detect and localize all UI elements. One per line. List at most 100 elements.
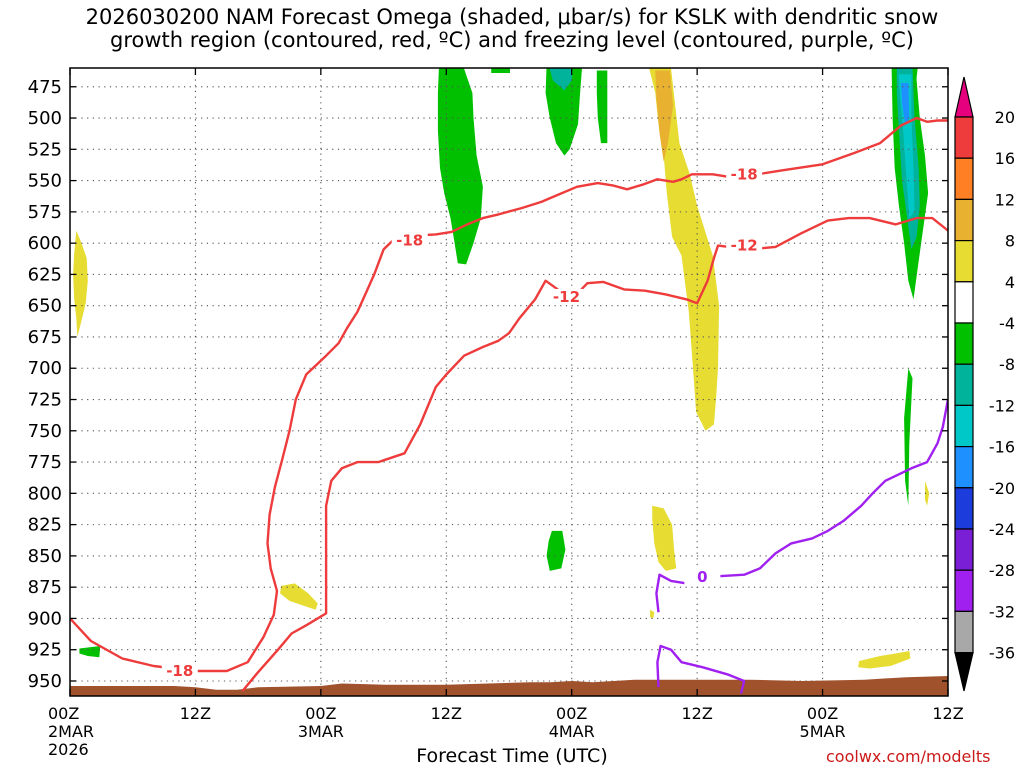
colorbar-segment	[954, 446, 974, 489]
shade-rising-weak-7	[925, 480, 930, 506]
colorbar-segment	[954, 76, 974, 118]
y-tick-label: 775	[28, 452, 62, 473]
x-tick-label: 2MAR	[48, 722, 94, 741]
y-tick-label: 575	[28, 202, 62, 223]
chart-title-line-1: 2026030200 NAM Forecast Omega (shaded, μ…	[85, 5, 939, 29]
y-tick-label: 625	[28, 264, 62, 285]
terrain-surface	[70, 676, 948, 696]
contour-line	[70, 116, 948, 673]
shade-sinking-moderate-1	[549, 68, 573, 91]
colorbar-label: -12	[989, 396, 1015, 415]
shade-sinking-weak-6	[79, 646, 101, 658]
colorbar-segment	[954, 404, 974, 448]
y-tick-label: 950	[28, 671, 62, 692]
colorbar-label: -32	[989, 602, 1015, 621]
x-tick-label: 12Z	[431, 704, 462, 723]
contour-freezing-level: 0	[655, 399, 948, 694]
contour-label-bg	[548, 288, 585, 305]
contour-label: 0	[697, 568, 707, 586]
colorbar-label: -8	[999, 355, 1015, 374]
colorbar-segment	[954, 610, 974, 654]
x-tick-label: 00Z	[807, 704, 838, 723]
y-tick-label: 750	[28, 421, 62, 442]
colorbar-label: -20	[989, 479, 1015, 498]
shade-sinking-very-strong	[901, 83, 910, 125]
shade-rising-weak-2	[280, 583, 318, 610]
contour-dgz-18: -18 -18 -18	[70, 116, 948, 680]
x-tick-label: 00Z	[48, 704, 79, 723]
y-tick-label: 700	[28, 358, 62, 379]
x-tick-label: 00Z	[556, 704, 587, 723]
contour-dgz-12: -12 -12	[241, 216, 948, 692]
shade-rising-weak-1	[73, 230, 88, 337]
x-tick-label: 4MAR	[549, 722, 595, 741]
contour-label-bg	[726, 166, 763, 183]
colorbar-label: -24	[989, 520, 1015, 539]
shade-rising-weak-4	[652, 505, 677, 571]
y-tick-label: 825	[28, 515, 62, 536]
contour-label: -18	[396, 232, 423, 250]
shade-sinking-weak-2	[545, 68, 583, 156]
colorbar-label: -4	[999, 314, 1015, 333]
y-tick-label: 600	[28, 233, 62, 254]
colorbar-label: 20	[995, 108, 1015, 127]
plot-area: -18 -18 -18 -12 -12 0	[70, 68, 948, 696]
contour-label: -12	[553, 288, 580, 306]
colorbar-label: 16	[995, 149, 1015, 168]
x-tick-label: 00Z	[305, 704, 336, 723]
y-tick-label: 900	[28, 608, 62, 629]
shade-sinking-weak-4	[491, 68, 510, 73]
colorbar-label: 8	[1005, 232, 1015, 251]
contour-label-bg	[161, 662, 198, 679]
colorbar-segment	[954, 363, 974, 407]
colorbar-label: -28	[989, 561, 1015, 580]
colorbar-label: -36	[989, 644, 1015, 663]
y-tick-label: 650	[28, 296, 62, 317]
source-credit: coolwx.com/modelts	[826, 747, 991, 766]
y-tick-label: 850	[28, 546, 62, 567]
colorbar-segment	[954, 487, 974, 530]
colorbar-segment	[954, 198, 974, 242]
y-tick-label: 500	[28, 108, 62, 129]
y-tick-label: 875	[28, 577, 62, 598]
y-tick-label: 675	[28, 327, 62, 348]
shade-rising-weak-3	[649, 68, 720, 431]
y-tick-label: 725	[28, 390, 62, 411]
y-tick-label: 550	[28, 171, 62, 192]
contour-label: -18	[166, 662, 193, 680]
contour-label: -18	[731, 165, 758, 183]
colorbar-segment	[954, 281, 974, 324]
x-axis-title: Forecast Time (UTC)	[416, 745, 608, 767]
colorbar-label: 4	[1005, 273, 1015, 292]
contour-label-bg	[726, 237, 763, 254]
contour-line	[656, 644, 746, 694]
grid	[70, 68, 948, 696]
shade-sinking-weak-1	[437, 68, 483, 265]
colorbar-label: -16	[989, 438, 1015, 457]
x-tick-label: 2026	[48, 740, 89, 759]
colorbar-segment	[954, 240, 974, 283]
colorbar-segment	[954, 652, 974, 692]
y-tick-label: 925	[28, 640, 62, 661]
contour-line	[241, 216, 948, 692]
colorbar: 20 16 12 8 4 -4 -8 -12 -16 -20 -24 -28 -32 -36	[954, 76, 1015, 692]
plot-frame	[69, 67, 949, 697]
contour-line	[655, 399, 948, 613]
colorbar-segment	[954, 569, 974, 613]
shade-sinking-weak-9	[904, 368, 913, 506]
shade-sinking-strong	[898, 74, 915, 219]
y-tick-label: 525	[28, 139, 62, 160]
chart-title-line-2: growth region (contoured, red, ºC) and f…	[110, 28, 914, 52]
y-axis: 475 500 525 550 575 600 625 650 675 700 725 750 775 8…	[28, 77, 948, 692]
shade-sinking-weak-3	[596, 70, 608, 144]
shade-rising-weak-6	[858, 651, 911, 669]
y-tick-label: 800	[28, 483, 62, 504]
x-tick-label: 12Z	[180, 704, 211, 723]
x-tick-label: 12Z	[932, 704, 963, 723]
x-tick-label: 5MAR	[800, 722, 846, 741]
contour-label: -12	[731, 237, 758, 255]
colorbar-label: 12	[995, 190, 1015, 209]
colorbar-segment	[954, 116, 974, 159]
x-tick-label: 12Z	[681, 704, 712, 723]
